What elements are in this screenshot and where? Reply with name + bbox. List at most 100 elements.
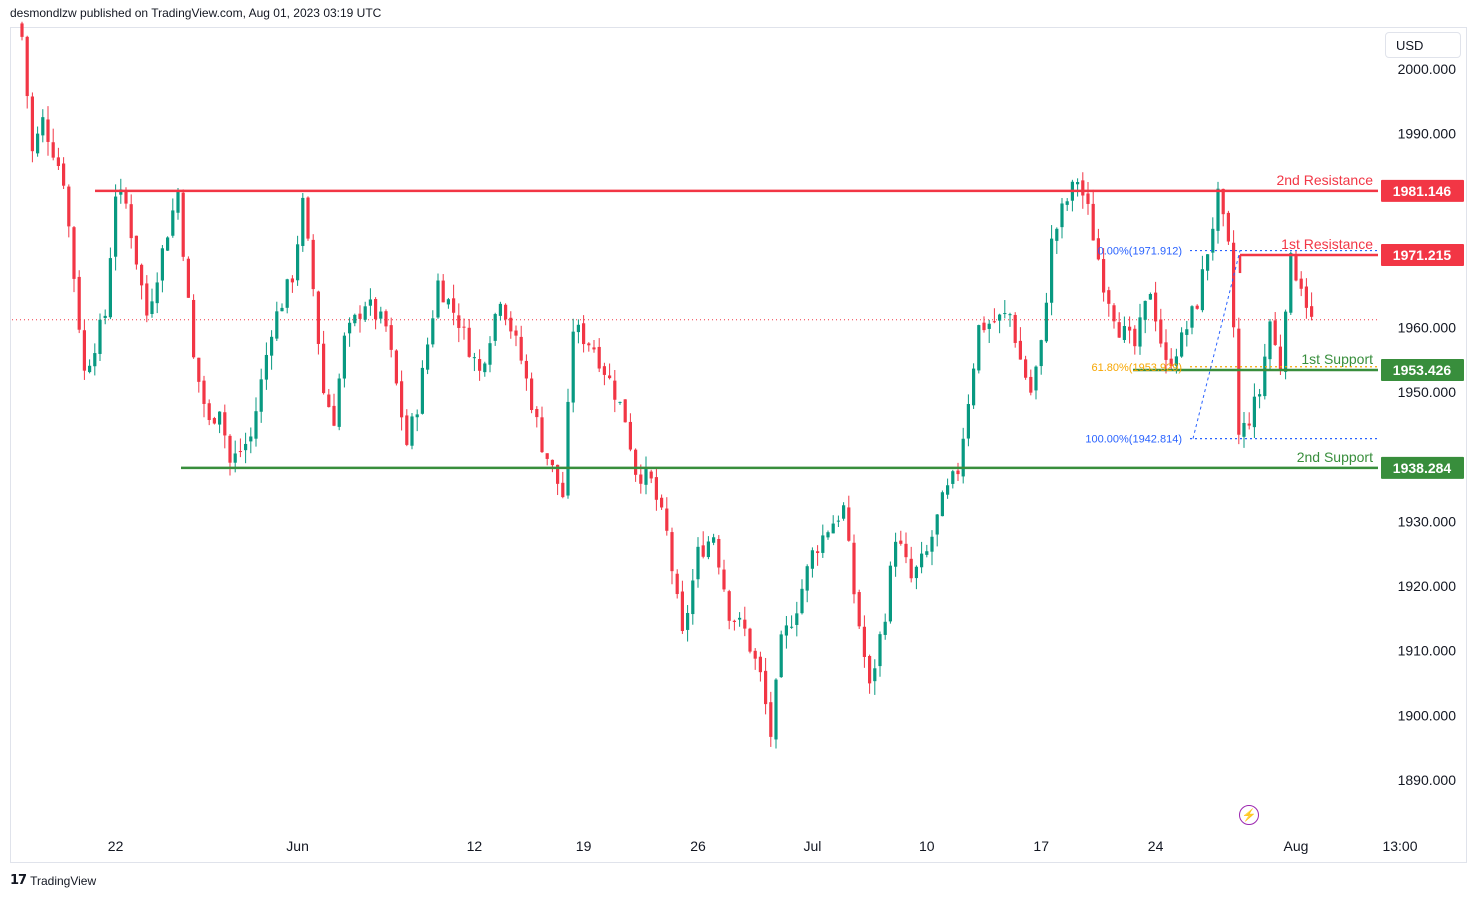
candle-body [1065, 201, 1069, 205]
candle [592, 340, 596, 353]
candle-body [368, 299, 372, 306]
candle [873, 659, 877, 695]
candle [363, 301, 367, 322]
candle [966, 394, 970, 447]
level-price-tag [1381, 456, 1464, 479]
time-axis: 22 Jun 12 19 26 Jul 10 17 24 Aug 13:00 [108, 838, 1418, 854]
level-1st-resistance: 1st Resistance 1971.215 [1238, 236, 1464, 274]
candle [82, 319, 86, 380]
candle [389, 317, 393, 358]
candle [498, 301, 502, 321]
candle-body [1122, 326, 1126, 340]
candle-body [670, 532, 674, 572]
candle-body [1252, 396, 1256, 428]
candle-body [478, 359, 482, 371]
candle-body [1107, 290, 1111, 304]
candle [41, 109, 45, 143]
candle [623, 399, 627, 423]
candle-body [1143, 300, 1147, 320]
candle-body [550, 459, 554, 466]
candle [1050, 225, 1054, 316]
candle-body [857, 592, 861, 627]
publish-header: desmondlzw published on TradingView.com,… [10, 6, 382, 20]
candle-body [400, 381, 404, 418]
level-price-value: 1953.426 [1393, 362, 1452, 378]
candle [462, 318, 466, 340]
candle [706, 536, 710, 560]
candle-body [452, 298, 456, 313]
candle [472, 352, 476, 372]
candle [1107, 286, 1111, 317]
candle-body [259, 379, 263, 412]
candle-body [1044, 302, 1048, 342]
candles-layer [20, 21, 1314, 749]
candle-body [1060, 203, 1064, 228]
x-tick-label: 13:00 [1382, 838, 1417, 854]
candle [660, 494, 664, 510]
candle [587, 342, 591, 352]
candle [613, 370, 617, 413]
candle [800, 579, 804, 615]
candle-body [1003, 313, 1007, 315]
candle [717, 535, 721, 575]
candle-body [639, 474, 643, 484]
candle-body [712, 537, 716, 543]
candle-body [571, 331, 575, 403]
candle [431, 310, 435, 348]
candle-body [530, 378, 534, 411]
candle [790, 615, 794, 629]
lightning-icon[interactable]: ⚡ [1239, 805, 1259, 825]
candle-body [514, 330, 518, 336]
candle-body [691, 580, 695, 615]
currency-selector[interactable]: USD [1385, 32, 1461, 58]
candle [556, 464, 560, 496]
candle-body [654, 477, 658, 500]
candle [108, 247, 112, 320]
candle [722, 559, 726, 592]
candle-body [1128, 326, 1132, 331]
candle-body [852, 542, 856, 595]
candle [114, 184, 118, 271]
candle-body [1273, 320, 1277, 345]
candle-body [868, 655, 872, 684]
candle-body [696, 546, 700, 580]
candle [639, 464, 643, 494]
candle-body [493, 314, 497, 341]
candle-body [1076, 182, 1080, 185]
candle-body [826, 532, 830, 538]
candle-body [1242, 422, 1246, 437]
candle-body [758, 656, 762, 673]
candle [25, 35, 29, 109]
fib-label: 100.00%(1942.814) [1085, 434, 1182, 446]
candle [332, 393, 336, 427]
candle-body [108, 258, 112, 318]
candle-body [587, 343, 591, 346]
candle [998, 313, 1002, 334]
candle-body [145, 283, 149, 316]
candle-body [1039, 340, 1043, 367]
candle [368, 288, 372, 316]
candle [836, 515, 840, 528]
candle [1029, 369, 1033, 396]
candle [285, 278, 289, 314]
candle-body [982, 322, 986, 331]
candle-body [524, 360, 528, 379]
candle-body [608, 375, 612, 379]
candle-body [727, 591, 731, 621]
x-tick-label: Jul [803, 838, 821, 854]
candle-body [192, 299, 196, 358]
candle [602, 362, 606, 386]
candle [249, 427, 253, 454]
candle [774, 678, 778, 749]
candle-body [483, 363, 487, 373]
candle [1096, 228, 1100, 261]
candle-body [441, 280, 445, 303]
candle-body [1018, 340, 1022, 360]
candle-body [311, 239, 315, 290]
candle-body [270, 336, 274, 356]
candle-body [1263, 356, 1267, 397]
candle [816, 545, 820, 566]
candle-body [582, 323, 586, 345]
level-name-label: 1st Resistance [1281, 236, 1373, 252]
